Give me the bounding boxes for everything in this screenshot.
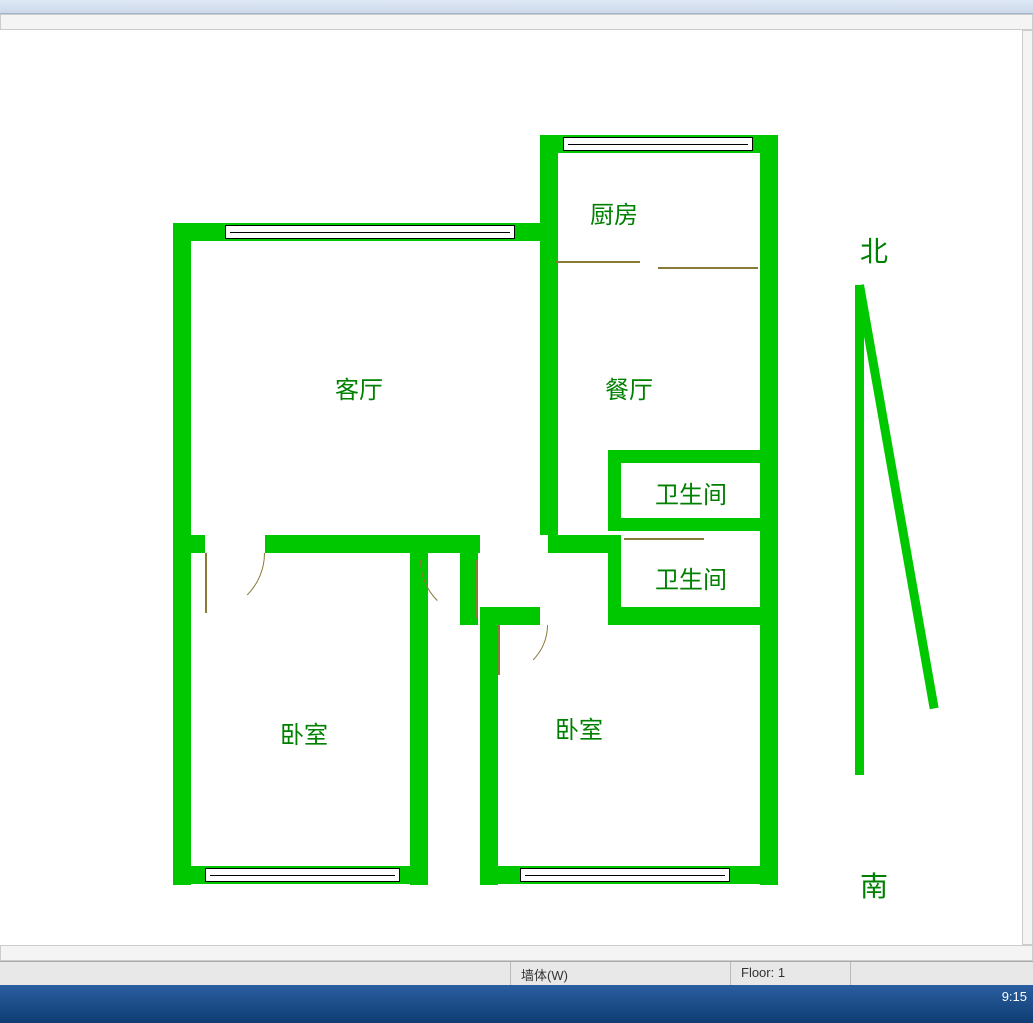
window	[205, 868, 400, 882]
door-arc	[420, 502, 536, 618]
wall	[548, 535, 608, 553]
wall	[410, 535, 428, 885]
door-leaf	[498, 625, 500, 675]
divider-line	[658, 267, 758, 269]
wall	[608, 450, 621, 520]
taskbar-clock: 9:15	[1002, 989, 1027, 1004]
wall	[265, 535, 480, 553]
wall	[608, 607, 778, 625]
room-label-bedroom2: 卧室	[555, 710, 603, 745]
room-label-kitchen: 厨房	[590, 195, 638, 230]
compass-north: 北	[860, 230, 888, 270]
window	[520, 868, 730, 882]
floorplan-canvas[interactable]: 厨房 客厅 餐厅 卫生间 卫生间 卧室 卧室 北 南	[0, 30, 1022, 945]
wall	[173, 223, 191, 553]
wall	[760, 607, 778, 885]
room-label-dining: 餐厅	[605, 370, 653, 405]
room-label-living: 客厅	[335, 370, 383, 405]
ruler-right	[1022, 30, 1033, 945]
wall	[480, 607, 540, 625]
divider-line	[624, 538, 704, 540]
wall	[480, 607, 498, 885]
wall	[173, 535, 191, 885]
taskbar[interactable]: 9:15	[0, 985, 1033, 1023]
compass-line	[855, 285, 864, 775]
room-label-bath2: 卫生间	[655, 560, 727, 595]
compass-south: 南	[860, 865, 888, 905]
compass-pointer	[855, 284, 939, 709]
ruler-top	[0, 14, 1033, 30]
status-bar: 墙体(W) Floor: 1	[0, 961, 1033, 985]
wall	[608, 450, 778, 463]
status-tool: 墙体(W)	[510, 962, 730, 985]
titlebar	[0, 0, 1033, 14]
ruler-bottom	[0, 945, 1033, 961]
wall	[608, 518, 778, 531]
room-label-bedroom1: 卧室	[280, 715, 328, 750]
window	[563, 137, 753, 151]
wall	[608, 535, 621, 612]
wall	[540, 135, 558, 535]
window	[225, 225, 515, 239]
door-leaf	[205, 553, 207, 613]
room-label-bath1: 卫生间	[655, 475, 727, 510]
divider-line	[556, 261, 640, 263]
wall	[760, 135, 778, 625]
status-floor: Floor: 1	[730, 962, 850, 985]
